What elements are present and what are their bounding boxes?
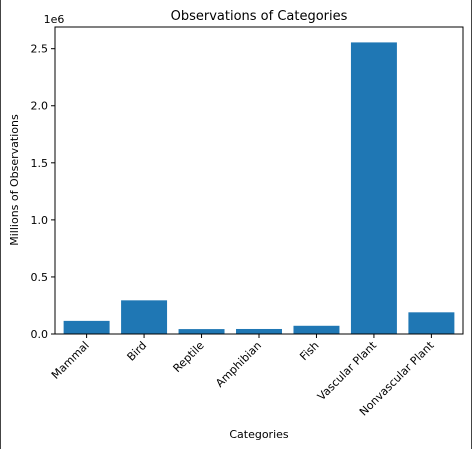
x-tick-label: Bird <box>124 339 149 364</box>
y-tick-label: 0.0 <box>31 328 49 341</box>
x-tick-label: Vascular Plant <box>315 338 380 403</box>
y-axis-label: Millions of Observations <box>8 114 21 246</box>
x-tick-label: Mammal <box>49 339 92 382</box>
y-tick-label: 1.0 <box>31 214 49 227</box>
y-tick-label: 1.5 <box>31 157 49 170</box>
x-tick-label: Reptile <box>171 339 207 375</box>
x-tick-label: Amphibian <box>213 339 264 390</box>
y-tick-label: 0.5 <box>31 271 49 284</box>
bar <box>350 42 397 334</box>
bar <box>408 312 455 334</box>
y-tick-label: 2.5 <box>31 43 49 56</box>
x-axis-label: Categories <box>229 428 289 441</box>
bar <box>293 325 340 334</box>
bar <box>121 300 168 334</box>
y-axis-offset-label: 1e6 <box>44 13 65 26</box>
plot-area-frame <box>54 26 464 335</box>
bar <box>178 329 225 334</box>
bars-group <box>63 42 455 334</box>
x-tick-label: Fish <box>297 339 321 363</box>
y-tick-label: 2.0 <box>31 100 49 113</box>
bar <box>63 320 110 334</box>
y-axis: 0.0 0.5 1.0 1.5 2.0 2.5 <box>31 43 55 341</box>
chart-title: Observations of Categories <box>171 9 348 24</box>
bar <box>236 328 282 334</box>
